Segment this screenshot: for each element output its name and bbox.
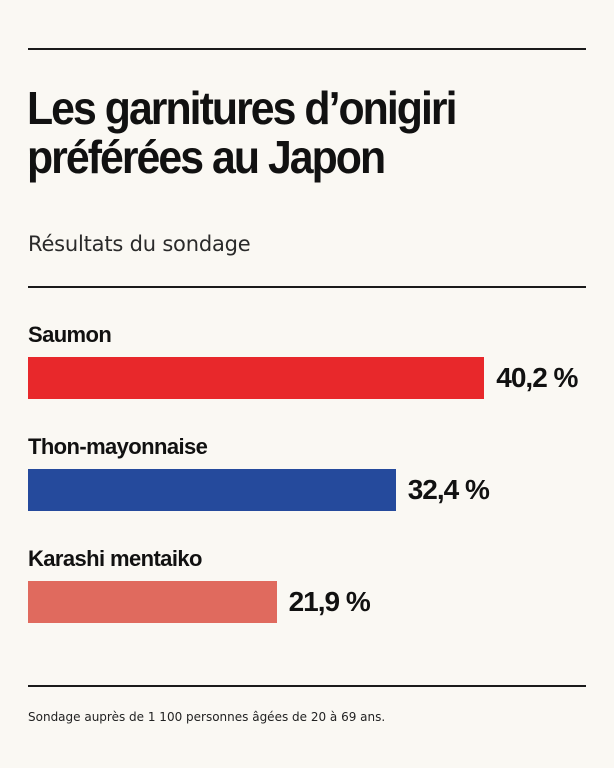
category-label: Saumon [28, 322, 112, 347]
bar [28, 581, 277, 623]
chart-subtitle: Résultats du sondage [28, 232, 251, 256]
chart-title: Les garnitures d’onigiri préférées au Ja… [27, 82, 457, 183]
category-label: Thon-mayonnaise [28, 434, 208, 459]
header-divider [28, 286, 586, 288]
value-label: 21,9 % [288, 586, 371, 617]
value-label: 32,4 % [407, 474, 490, 505]
bar [28, 469, 396, 511]
top-divider [28, 48, 586, 50]
value-label: 40,2 % [496, 362, 578, 393]
footer-divider [28, 685, 586, 687]
category-label: Karashi mentaiko [28, 546, 202, 571]
bar [28, 357, 485, 399]
survey-footnote: Sondage auprès de 1 100 personnes âgées … [28, 710, 386, 724]
